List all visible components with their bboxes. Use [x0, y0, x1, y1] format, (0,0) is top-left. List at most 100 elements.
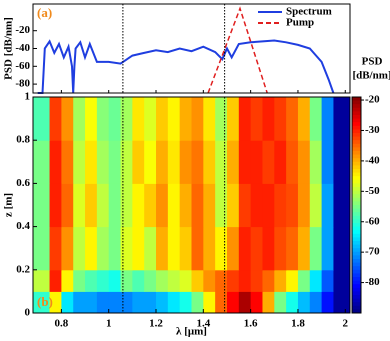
colorbar-tick-label: -80	[365, 276, 380, 288]
colorbar-tick-label: -30	[365, 124, 380, 136]
heat-cell	[132, 97, 145, 141]
heat-cell	[49, 183, 62, 228]
colorbar-cell	[352, 104, 361, 109]
heat-cell	[179, 226, 192, 271]
colorbar-cell	[352, 255, 361, 260]
colorbar-cell	[352, 273, 361, 278]
heat-cell	[321, 269, 334, 292]
x-axis-label: λ [μm]	[176, 326, 207, 338]
heat-cell	[309, 226, 323, 271]
heat-cell	[120, 226, 133, 271]
colorbar-frame	[351, 96, 362, 314]
colorbar-cell	[352, 223, 361, 228]
colorbar-cell	[352, 237, 361, 242]
y-tick-label: 0.2	[16, 263, 30, 275]
heat-cell	[120, 291, 133, 314]
legend-label: Pump	[286, 17, 314, 29]
colorbar-cell	[352, 97, 361, 102]
heat-cell	[215, 226, 228, 271]
heat-cell	[108, 226, 122, 271]
heat-cell	[309, 97, 323, 141]
heat-cell	[262, 140, 275, 184]
heat-cell	[49, 140, 62, 184]
heat-cell	[144, 97, 157, 141]
heat-cell	[120, 269, 133, 292]
colorbar-cell	[352, 190, 361, 195]
colorbar-cell	[352, 266, 361, 271]
heat-cell	[144, 140, 157, 184]
panel-label: (a)	[37, 5, 52, 20]
colorbar-cell	[352, 208, 361, 213]
heat-cell	[274, 269, 287, 292]
series-line	[207, 6, 268, 94]
heat-cell	[191, 97, 204, 141]
heat-cell	[286, 226, 299, 271]
heat-cell	[297, 269, 311, 292]
colorbar-tick-label: -40	[365, 154, 380, 166]
heat-cell	[167, 97, 181, 141]
colorbar-cell	[352, 248, 361, 253]
heat-cell	[96, 269, 110, 292]
colorbar-cell	[352, 205, 361, 210]
heat-cell	[238, 291, 252, 314]
colorbar-cell	[352, 291, 361, 296]
colorbar-tick-label: -20	[365, 94, 380, 106]
heat-cell	[49, 269, 62, 292]
heat-cell	[156, 140, 169, 184]
heat-cell	[274, 291, 287, 314]
heat-cell	[108, 97, 122, 141]
heat-cell	[203, 140, 216, 184]
heat-cell	[321, 183, 334, 228]
colorbar-cell	[352, 165, 361, 170]
heat-cell	[132, 183, 145, 228]
heat-cell	[96, 97, 110, 141]
heat-cell	[132, 140, 145, 184]
heat-cell	[226, 291, 240, 314]
heat-cell	[250, 97, 263, 141]
heat-cell	[226, 97, 240, 141]
colorbar-cell	[352, 298, 361, 303]
heat-cell	[179, 97, 192, 141]
heat-cell	[262, 226, 275, 271]
x-tick-label: 1.4	[196, 318, 210, 330]
colorbar-cell	[352, 136, 361, 141]
heat-cell	[156, 226, 169, 271]
heat-cell	[191, 226, 204, 271]
heat-cell	[333, 183, 351, 228]
colorbar-cell	[352, 179, 361, 184]
heat-cell	[179, 183, 192, 228]
heat-cell	[96, 140, 110, 184]
colorbar-cell	[352, 140, 361, 145]
colorbar-tick-label: -50	[365, 185, 380, 197]
heat-cell	[144, 183, 157, 228]
colorbar-cell	[352, 309, 361, 314]
colorbar-cell	[352, 219, 361, 224]
heat-cell	[215, 183, 228, 228]
colorbar-cell	[352, 215, 361, 220]
heat-cell	[274, 183, 287, 228]
colorbar-cell	[352, 262, 361, 267]
heat-cell	[333, 140, 351, 184]
x-tick-label: 1.6	[244, 318, 258, 330]
heat-cell	[167, 226, 181, 271]
heat-cell	[179, 140, 192, 184]
colorbar-cell	[352, 197, 361, 202]
colorbar-cell	[352, 212, 361, 217]
heat-cell	[297, 97, 311, 141]
heat-cell	[238, 97, 252, 141]
x-tick-label: 1.2	[149, 318, 163, 330]
heat-cell	[333, 291, 351, 314]
heat-cell	[250, 226, 263, 271]
y-tick-label: -40	[15, 42, 30, 54]
heat-cell	[297, 291, 311, 314]
heat-cell	[309, 183, 323, 228]
y-axis-label: z [m]	[3, 193, 15, 217]
colorbar-cell	[352, 172, 361, 177]
y-tick-label: 0.4	[16, 220, 30, 232]
y-tick-label: 0.6	[16, 177, 30, 189]
heat-cell	[73, 97, 86, 141]
colorbar-cell	[352, 201, 361, 206]
x-tick-label: 2	[343, 318, 349, 330]
heat-cell	[61, 226, 74, 271]
